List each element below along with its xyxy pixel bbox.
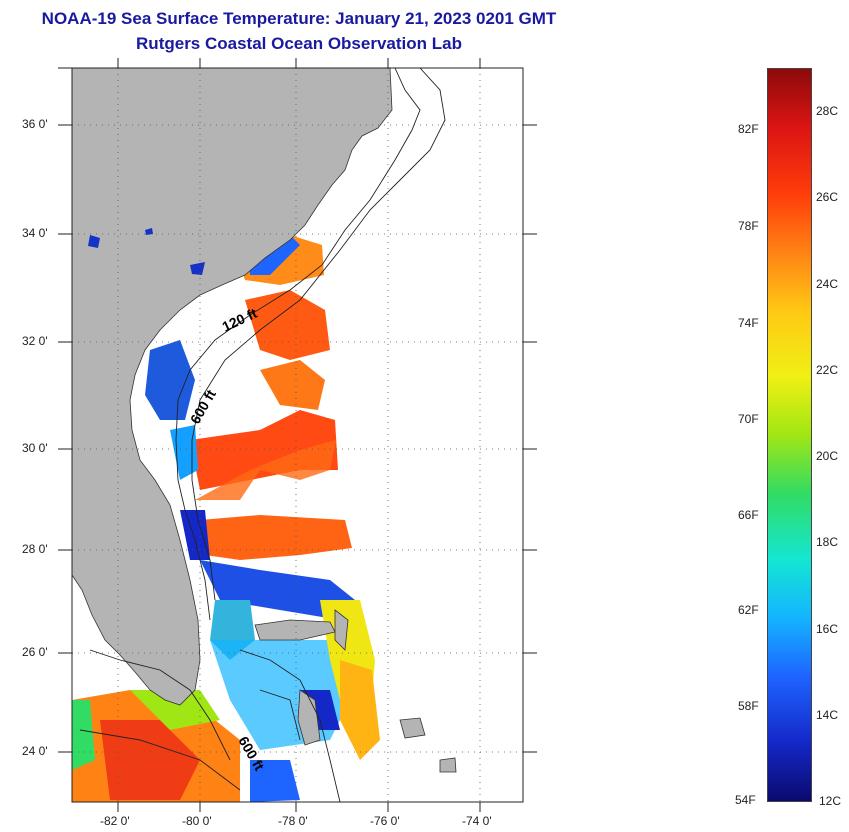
colorbar-label-78F: 78F: [738, 219, 759, 233]
colorbar-label-54F: 54F: [735, 793, 756, 807]
lon-label-80: -80 0': [182, 814, 212, 828]
map-border: [71, 67, 524, 803]
map-subtitle: Rutgers Coastal Ocean Observation Lab: [136, 34, 462, 53]
lon-label-76: -76 0': [370, 814, 400, 828]
colorbar-label-24C: 24C: [816, 277, 839, 291]
graticule: [72, 68, 523, 802]
colorbar-label-58F: 58F: [738, 699, 759, 713]
colorbar-label-22C: 22C: [816, 363, 839, 377]
inland-water: [88, 228, 205, 275]
land-mass: [72, 68, 393, 706]
colorbar-label-66F: 66F: [738, 508, 759, 522]
lat-label-34: 34 0': [22, 226, 48, 240]
temperature-colorbar: [767, 68, 812, 802]
lon-label-74: -74 0': [462, 814, 492, 828]
lat-label-30: 30 0': [22, 441, 48, 455]
islands: [254, 609, 457, 773]
colorbar-label-14C: 14C: [816, 708, 839, 722]
lat-label-28: 28 0': [22, 542, 48, 556]
lon-label-82: -82 0': [100, 814, 130, 828]
lat-label-36: 36 0': [22, 117, 48, 131]
lon-label-78: -78 0': [278, 814, 308, 828]
colorbar-label-70F: 70F: [738, 412, 759, 426]
colorbar-label-12C: 12C: [819, 794, 842, 808]
colorbar-label-16C: 16C: [816, 622, 839, 636]
lat-label-32: 32 0': [22, 334, 48, 348]
lat-label-24: 24 0': [22, 744, 48, 758]
sst-swath: [72, 215, 385, 802]
depth-contours: [79, 68, 446, 802]
colorbar-label-18C: 18C: [816, 535, 839, 549]
lon-tick-marks: [117, 58, 481, 812]
lat-tick-marks: [58, 67, 537, 753]
colorbar-label-74F: 74F: [738, 316, 759, 330]
map-title: NOAA-19 Sea Surface Temperature: January…: [41, 9, 557, 28]
colorbar-label-62F: 62F: [738, 603, 759, 617]
colorbar-label-20C: 20C: [816, 449, 839, 463]
lat-label-26: 26 0': [22, 645, 48, 659]
colorbar-label-82F: 82F: [738, 122, 759, 136]
colorbar-label-26C: 26C: [816, 190, 839, 204]
colorbar-label-28C: 28C: [816, 104, 839, 118]
